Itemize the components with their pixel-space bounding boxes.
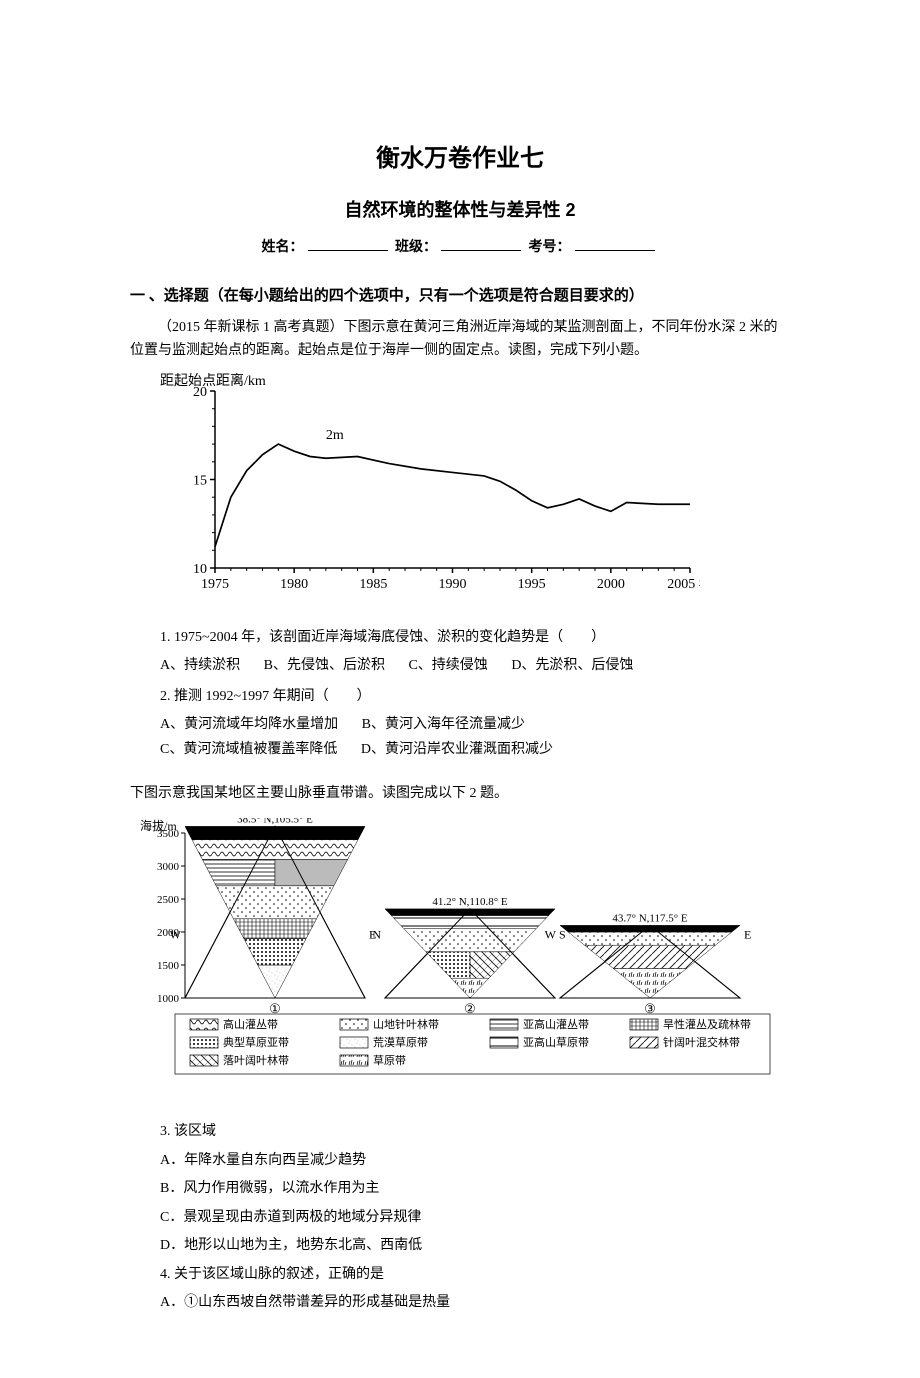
q1-text: 1. 1975~2004 年，该剖面近岸海域海底侵蚀、淤积的变化趋势是（ ） bbox=[160, 626, 790, 651]
q1-opt-a: A、持续淤积 bbox=[160, 654, 240, 679]
svg-text:亚高山灌丛带: 亚高山灌丛带 bbox=[523, 1017, 589, 1031]
svg-text:荒漠草原带: 荒漠草原带 bbox=[373, 1036, 428, 1049]
svg-text:距起始点距离/km: 距起始点距离/km bbox=[160, 373, 266, 389]
mountain-diagram: 海拔/m10001500200025003000350038.5° N,105.… bbox=[140, 818, 790, 1106]
svg-text:2005 年: 2005 年 bbox=[667, 576, 700, 592]
svg-text:S: S bbox=[559, 927, 566, 941]
svg-text:1000: 1000 bbox=[157, 993, 180, 1005]
svg-text:1995: 1995 bbox=[518, 577, 546, 592]
svg-text:1975: 1975 bbox=[201, 577, 229, 592]
svg-text:亚高山草原带: 亚高山草原带 bbox=[523, 1035, 589, 1049]
q3-text: 3. 该区域 bbox=[160, 1120, 790, 1145]
svg-text:1980: 1980 bbox=[280, 577, 308, 592]
q4-opt-a: A．①山东西坡自然带谱差异的形成基础是热量 bbox=[160, 1291, 790, 1316]
q3-opt-a: A．年降水量自东向西呈减少趋势 bbox=[160, 1149, 790, 1174]
svg-text:1985: 1985 bbox=[359, 577, 387, 592]
name-label: 姓名： bbox=[262, 240, 304, 255]
form-line: 姓名： 班级： 考号： bbox=[130, 237, 790, 259]
svg-text:43.7° N,117.5° E: 43.7° N,117.5° E bbox=[612, 912, 688, 924]
svg-text:15: 15 bbox=[193, 474, 207, 489]
svg-text:1500: 1500 bbox=[157, 960, 180, 972]
svg-text:旱性灌丛及疏林带: 旱性灌丛及疏林带 bbox=[663, 1017, 751, 1031]
svg-text:草原带: 草原带 bbox=[373, 1054, 406, 1067]
svg-text:2m: 2m bbox=[326, 428, 344, 443]
svg-text:10: 10 bbox=[193, 562, 207, 577]
q2-opts: A、黄河流域年均降水量增加 B、黄河入海年径流量减少 C、黄河流域植被覆盖率降低… bbox=[160, 713, 790, 762]
svg-text:W: W bbox=[545, 927, 557, 941]
q3-opt-c: C．景观呈现由赤道到两极的地域分异规律 bbox=[160, 1206, 790, 1231]
svg-text:2500: 2500 bbox=[157, 894, 180, 906]
name-blank bbox=[308, 250, 388, 251]
q3-opt-b: B．风力作用微弱，以流水作用为主 bbox=[160, 1177, 790, 1202]
svg-text:山地针叶林带: 山地针叶林带 bbox=[373, 1017, 439, 1031]
svg-text:2000: 2000 bbox=[597, 577, 625, 592]
section-1-head: 一 、选择题（在每小题给出的四个选项中，只有一个选项是符合题目要求的） bbox=[130, 284, 790, 308]
q2-text: 2. 推测 1992~1997 年期间（ ） bbox=[160, 685, 790, 710]
page-title: 衡水万卷作业七 bbox=[130, 140, 790, 178]
q1-opt-d: D、先淤积、后侵蚀 bbox=[511, 654, 633, 679]
q2-opt-b: B、黄河入海年径流量减少 bbox=[362, 713, 525, 738]
svg-text:41.2° N,110.8° E: 41.2° N,110.8° E bbox=[432, 896, 508, 908]
q1-opt-c: C、持续侵蚀 bbox=[408, 654, 487, 679]
exam-blank bbox=[575, 250, 655, 251]
page-subtitle: 自然环境的整体性与差异性 2 bbox=[130, 196, 790, 225]
svg-text:38.5° N,105.5° E: 38.5° N,105.5° E bbox=[237, 818, 313, 825]
svg-text:1990: 1990 bbox=[439, 577, 467, 592]
q2-opt-a: A、黄河流域年均降水量增加 bbox=[160, 713, 338, 738]
svg-text:20: 20 bbox=[193, 385, 207, 400]
svg-text:落叶阔叶林带: 落叶阔叶林带 bbox=[223, 1053, 289, 1067]
intro2: 下图示意我国某地区主要山脉垂直带谱。读图完成以下 2 题。 bbox=[130, 782, 790, 806]
svg-text:3500: 3500 bbox=[157, 828, 180, 840]
line-chart: 距起始点距离/km 10 15 20 1975 1980 1985 1990 1995 2000 2… bbox=[160, 373, 790, 611]
q1-opt-b: B、先侵蚀、后淤积 bbox=[264, 654, 385, 679]
q2-opt-c: C、黄河流域植被覆盖率降低 bbox=[160, 738, 337, 763]
svg-text:典型草原亚带: 典型草原亚带 bbox=[223, 1035, 289, 1049]
svg-text:高山灌丛带: 高山灌丛带 bbox=[223, 1017, 278, 1031]
q1-opts: A、持续淤积 B、先侵蚀、后淤积 C、持续侵蚀 D、先淤积、后侵蚀 bbox=[160, 654, 790, 679]
svg-text:3000: 3000 bbox=[157, 861, 180, 873]
exam-label: 考号： bbox=[529, 240, 571, 255]
class-blank bbox=[441, 250, 521, 251]
svg-text:W: W bbox=[170, 927, 182, 941]
q3-opt-d: D．地形以山地为主，地势东北高、西南低 bbox=[160, 1234, 790, 1259]
svg-text:针阔叶混交林带: 针阔叶混交林带 bbox=[663, 1035, 740, 1049]
class-label: 班级： bbox=[395, 240, 437, 255]
section-1-intro: （2015 年新课标 1 高考真题）下图示意在黄河三角洲近岸海域的某监测剖面上，… bbox=[130, 316, 790, 364]
svg-text:N: N bbox=[372, 927, 381, 941]
svg-text:E: E bbox=[744, 927, 751, 941]
q4-text: 4. 关于该区域山脉的叙述，正确的是 bbox=[160, 1263, 790, 1288]
q2-opt-d: D、黄河沿岸农业灌溉面积减少 bbox=[361, 738, 553, 763]
